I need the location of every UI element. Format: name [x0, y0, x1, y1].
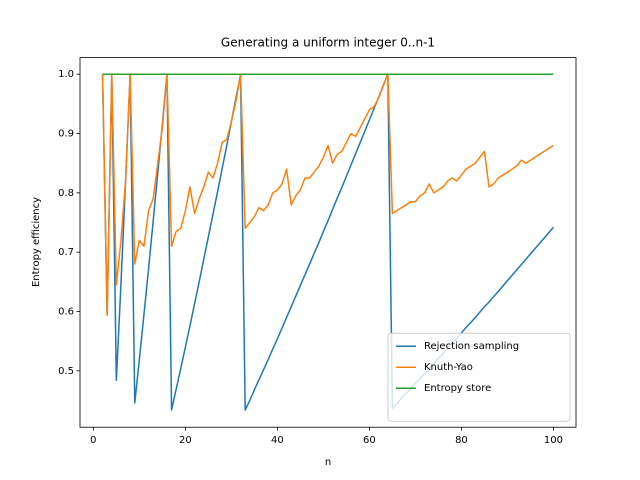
x-tick-label: 60 [363, 435, 376, 446]
chart-title: Generating a uniform integer 0..n-1 [221, 36, 435, 50]
y-tick-label: 1.0 [58, 69, 74, 80]
x-axis-label: n [325, 457, 331, 468]
y-tick-label: 0.6 [58, 307, 74, 318]
axes-frame [79, 57, 577, 428]
x-tick-label: 20 [179, 435, 192, 446]
x-tick-label: 0 [90, 435, 96, 446]
y-tick-label: 0.7 [58, 247, 74, 258]
legend-label: Entropy store [424, 383, 491, 394]
series-line [101, 73, 555, 411]
x-tick-label: 80 [455, 435, 468, 446]
y-axis-label: Entropy efficiency [31, 197, 42, 287]
y-tick-label: 0.8 [58, 188, 74, 199]
legend-label: Knuth-Yao [424, 362, 473, 373]
legend-label: Rejection sampling [424, 341, 519, 352]
y-tick-label: 0.9 [58, 129, 74, 140]
legend-box [387, 332, 571, 422]
series-line [101, 73, 554, 316]
y-tick-label: 0.5 [58, 366, 74, 377]
x-tick-label: 100 [544, 435, 563, 446]
x-tick-label: 40 [271, 435, 284, 446]
